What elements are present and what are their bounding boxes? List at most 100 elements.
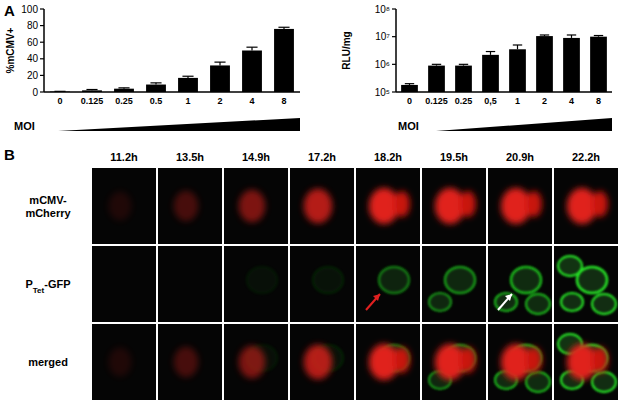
error-cap [182, 76, 193, 77]
error-bar [567, 35, 576, 38]
image-background [290, 168, 354, 244]
mcherry-cells [174, 191, 198, 221]
micrograph [158, 246, 222, 322]
error-cap [540, 34, 549, 35]
y-tick [40, 25, 44, 26]
mcherry-cells [174, 347, 198, 377]
y-tick-label: 20 [27, 70, 39, 81]
image-background [422, 246, 486, 322]
bar [242, 51, 262, 93]
bar [146, 85, 166, 92]
micrograph [290, 324, 354, 400]
micrograph [554, 168, 618, 244]
image-background [158, 324, 222, 400]
image-content [239, 190, 265, 222]
error-cap [432, 64, 441, 65]
error-bar [594, 36, 603, 37]
x-axis [44, 91, 300, 93]
row-label: mCherry [25, 207, 71, 219]
x-axis [396, 91, 612, 93]
image-background [356, 168, 420, 244]
image-content [174, 191, 198, 221]
micrograph [224, 246, 288, 322]
arrow [366, 294, 380, 310]
image-content [435, 188, 476, 224]
timepoint-label: 18.2h [374, 151, 402, 163]
x-tick-label: 0.125 [81, 96, 104, 106]
image-background [422, 324, 486, 400]
error-bar [118, 87, 129, 89]
mcherry-cells [567, 344, 608, 380]
x-tick-label: 0 [57, 96, 62, 106]
image-background [488, 168, 552, 244]
plot-area [401, 35, 607, 92]
image-background [224, 168, 288, 244]
y-tick [392, 91, 396, 92]
error-bar [486, 52, 495, 55]
error-bar [86, 89, 97, 91]
micrograph [224, 324, 288, 400]
moi-wedge [58, 118, 300, 131]
x-tick-label: 0,5 [484, 96, 497, 106]
y-tick [392, 36, 396, 37]
bar [482, 55, 499, 92]
micrograph [290, 246, 354, 322]
gfp-cells [429, 345, 475, 389]
error-cap [278, 27, 289, 28]
x-tick-label: 0.25 [455, 96, 473, 106]
mcherry-cells [304, 189, 332, 223]
image-content [495, 267, 550, 314]
image-content [174, 347, 198, 377]
micrograph [356, 324, 420, 400]
gfp-cells [313, 267, 343, 293]
mcherry-cells [304, 345, 332, 379]
image-background [158, 168, 222, 244]
y-axis-label: RLU/mg [341, 31, 352, 69]
error-bar [214, 62, 225, 65]
moi-wedge [436, 118, 612, 131]
mcherry-cells [435, 344, 476, 380]
y-tick [40, 91, 44, 92]
mcherry-cells [567, 188, 608, 224]
image-background [488, 324, 552, 400]
image-background [554, 168, 618, 244]
image-content [495, 344, 550, 392]
image-background [488, 246, 552, 322]
image-content [304, 345, 343, 379]
chart: 00.1250.250,5124810⁵10⁶10⁷10⁸RLU/mgMOI [341, 4, 612, 133]
y-tick-label: 80 [27, 20, 39, 31]
error-cap [594, 35, 603, 36]
error-cap [405, 83, 414, 84]
x-tick-label: 1 [185, 96, 190, 106]
error-bar [278, 27, 289, 29]
row-label: mCMV- [29, 194, 67, 206]
image-content [429, 267, 475, 311]
micrograph [488, 246, 552, 322]
image-content [567, 188, 608, 224]
error-cap [214, 62, 225, 63]
gfp-cells [558, 334, 616, 392]
bar [210, 65, 230, 92]
image-background [158, 246, 222, 322]
timepoint-label: 22.2h [572, 151, 600, 163]
error-cap [86, 89, 97, 90]
mcherry-cells [239, 190, 265, 222]
image-content [109, 348, 132, 377]
panel-label: B [4, 146, 15, 163]
x-axis-label: MOI [14, 120, 35, 132]
bar [509, 49, 526, 92]
error-bar [182, 76, 193, 78]
timepoint-label: 17.2h [308, 151, 336, 163]
y-tick-label: 10⁶ [375, 59, 390, 70]
image-content [369, 344, 410, 380]
image-background [224, 324, 288, 400]
image-background [92, 324, 156, 400]
bar [401, 85, 418, 92]
x-tick-label: 4 [249, 96, 254, 106]
micrograph [92, 246, 156, 322]
image-background [422, 168, 486, 244]
timepoint-label: 11.2h [110, 151, 138, 163]
mcherry-cells [369, 188, 410, 224]
mcherry-cells [501, 344, 542, 380]
gfp-cells [379, 267, 409, 293]
